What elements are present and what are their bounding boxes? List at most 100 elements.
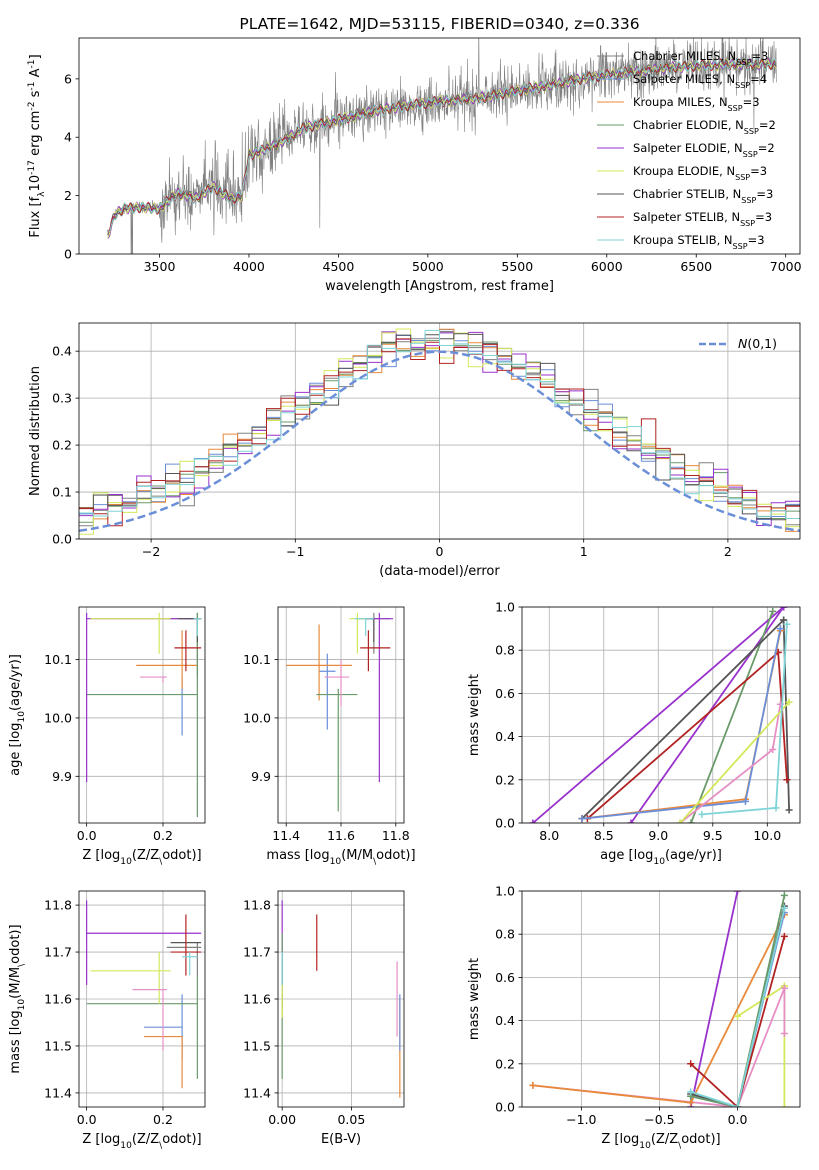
legend-entry: Salpeter ELODIE, NSSP=2 <box>633 141 775 159</box>
legend-entry: Kroupa STELIB, NSSP=3 <box>633 233 765 251</box>
errorbar-6 <box>365 618 375 643</box>
weight-marker <box>676 819 684 823</box>
y-axis-label: age [log10(age/yr)] <box>8 654 27 776</box>
y-tick-label: 0.2 <box>495 1056 515 1071</box>
x-tick-label: 8.0 <box>539 828 559 843</box>
weight-line-10 <box>690 908 786 1107</box>
errorbar-9 <box>182 952 198 976</box>
y-tick-label: 0.4 <box>52 344 72 359</box>
y-tick-label: 6 <box>64 71 72 86</box>
x-tick-label: −1.0 <box>566 1112 596 1127</box>
legend-entry: Chabrier MILES, NSSP=3 <box>633 49 768 67</box>
x-tick-label: 6500 <box>680 259 712 274</box>
x-tick-label: 0.00 <box>268 1112 296 1127</box>
weight-marker <box>734 1012 742 1020</box>
weight-line-10 <box>679 701 790 823</box>
y-tick-label: 11.5 <box>44 1038 72 1053</box>
x-tick-label: −2 <box>142 544 160 559</box>
weight-line-5 <box>586 651 779 820</box>
y-tick-label: 0.4 <box>495 729 515 744</box>
weight-marker <box>687 1099 695 1107</box>
weight-marker <box>783 776 791 784</box>
weight-marker <box>772 804 780 812</box>
weight-marker <box>783 620 791 628</box>
weight-marker <box>698 810 706 818</box>
x-tick-label: 11.8 <box>382 828 410 843</box>
errorbar-2 <box>286 624 352 701</box>
y-tick-label: 11.7 <box>44 945 72 960</box>
mass-vs-EBV-axes: 0.00 0.05 11.4 11.5 11.6 11.7 11.8 E(B-V) <box>243 890 405 1147</box>
legend-entry: Chabrier ELODIE, NSSP=2 <box>633 118 776 136</box>
weight-marker <box>734 891 742 895</box>
age-vs-Z-plot-area <box>86 612 202 818</box>
massweight-vs-Z-plot-area <box>529 891 788 1107</box>
massweight-vs-age-plot-area <box>529 607 793 823</box>
x-tick-label: 3500 <box>144 259 176 274</box>
x-tick-label: −0.5 <box>644 1112 674 1127</box>
massweight-vs-age-axes: 8.0 8.5 9.0 9.5 10.0 0.0 0.2 0.4 0.6 0.8 1.0 age [l… <box>467 600 801 867</box>
x-tick-label: 5500 <box>501 259 533 274</box>
weight-marker <box>687 819 695 823</box>
x-tick-label: 2 <box>724 544 732 559</box>
y-tick-label: 0.0 <box>495 816 515 831</box>
weight-marker <box>780 1030 788 1038</box>
errorbar-4 <box>193 612 202 818</box>
age-vs-mass-plot-area <box>286 612 394 812</box>
y-tick-label: 11.7 <box>243 945 271 960</box>
legend-entry: Kroupa ELODIE, NSSP=3 <box>633 164 767 182</box>
y-axis-label: mass weight <box>467 674 482 756</box>
model-line-8 <box>107 57 777 233</box>
y-tick-label: 0.6 <box>495 970 515 985</box>
x-tick-label: 9.0 <box>648 828 668 843</box>
axes-frame <box>277 606 405 824</box>
y-tick-label: 0.3 <box>52 391 72 406</box>
weight-line-2 <box>690 610 774 823</box>
residuals-plot-area <box>79 328 800 535</box>
weight-marker <box>780 607 788 611</box>
y-tick-label: 4 <box>64 130 72 145</box>
weight-marker <box>769 607 777 615</box>
x-tick-label: 9.5 <box>703 828 723 843</box>
weight-marker <box>627 819 635 823</box>
weight-marker <box>734 1103 742 1107</box>
axes-frame <box>277 890 405 1108</box>
weight-marker <box>780 904 788 912</box>
y-tick-label: 1.0 <box>495 884 515 899</box>
errorbar-3 <box>316 688 358 812</box>
y-tick-label: 11.6 <box>44 992 72 1007</box>
weight-line-3 <box>581 619 785 820</box>
y-axis-label: mass [log10(M/M\odot)] <box>8 924 27 1073</box>
errorbar-1 <box>319 653 336 730</box>
errorbar-9 <box>193 618 202 637</box>
weight-marker <box>741 797 749 805</box>
y-tick-label: 0 <box>64 247 72 262</box>
x-tick-label: 4000 <box>233 259 265 274</box>
x-tick-label: 0.2 <box>153 1112 173 1127</box>
errorbar-5 <box>86 612 198 783</box>
weight-marker <box>780 932 788 940</box>
chart-title: PLATE=1642, MJD=53115, FIBERID=0340, z=0… <box>239 15 639 33</box>
weight-marker <box>529 1081 537 1089</box>
y-tick-label: 10.1 <box>243 652 271 667</box>
y-tick-label: 1.0 <box>495 600 515 615</box>
errorbar-4 <box>365 612 394 783</box>
weight-marker <box>687 1088 695 1096</box>
x-axis-label: Z [log10(Z/Z\odot)] <box>82 848 201 867</box>
errorbar-10 <box>132 989 167 1051</box>
observed-spectrum-line <box>107 38 777 254</box>
y-axis-label: Flux [fλ10-17 erg cm-2 s-1 A-1] <box>27 54 47 237</box>
massweight-vs-Z-axes: −1.0 −0.5 0.0 0.0 0.2 0.4 0.6 0.8 1.0 Z [log10(Z/… <box>467 884 801 1151</box>
y-tick-label: 10.0 <box>243 710 271 725</box>
errorbar-5 <box>86 900 202 985</box>
y-tick-label: 10.1 <box>44 652 72 667</box>
x-axis-label: (data-model)/error <box>379 564 500 579</box>
errorbar-10 <box>140 676 167 683</box>
legend-entry: Chabrier STELIB, NSSP=3 <box>633 187 773 205</box>
x-tick-label: 4500 <box>323 259 355 274</box>
x-tick-label: 5000 <box>412 259 444 274</box>
y-tick-label: 0.0 <box>52 532 72 547</box>
x-tick-label: 10.0 <box>753 828 781 843</box>
x-tick-label: 0.0 <box>728 1112 748 1127</box>
y-tick-label: 11.5 <box>243 1038 271 1053</box>
